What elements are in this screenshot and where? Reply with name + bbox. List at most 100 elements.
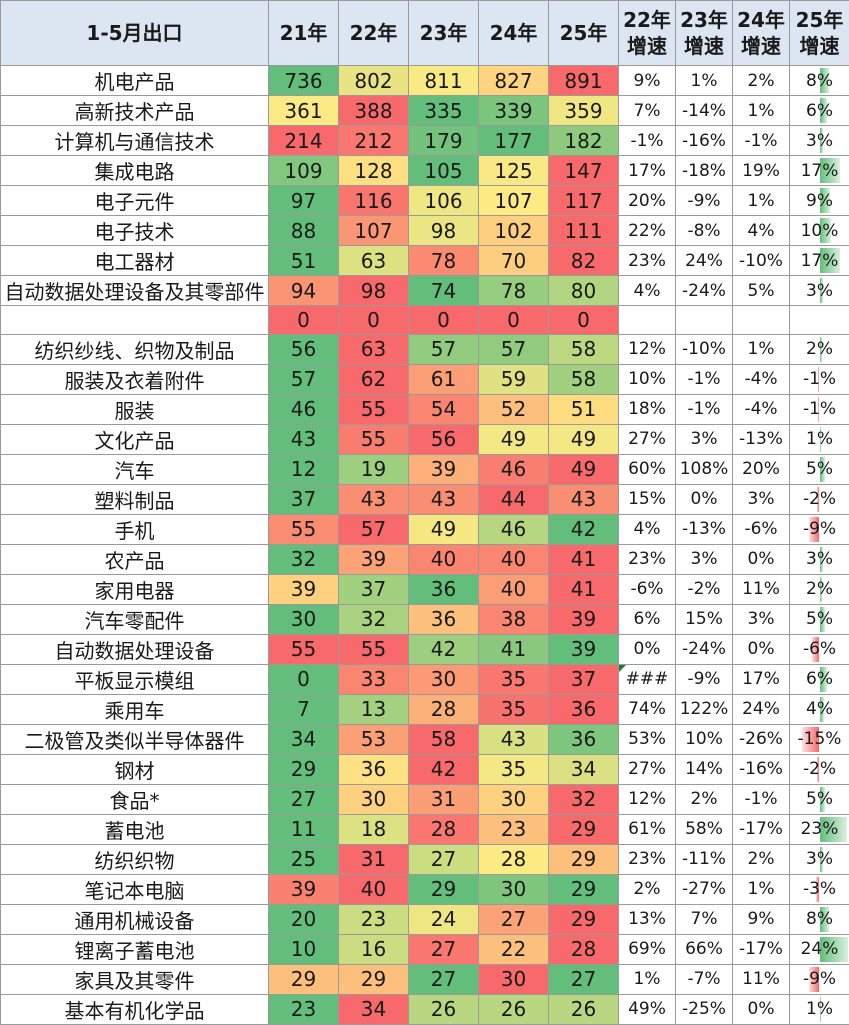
growth-value: -15%	[798, 729, 842, 749]
value-cell: 102	[479, 216, 549, 246]
value-cell: 57	[479, 334, 549, 364]
value-cell: 827	[479, 66, 549, 96]
row-name: 自动数据处理设备	[1, 634, 269, 664]
row-name: 电子元件	[1, 186, 269, 216]
growth-cell: -10%	[676, 334, 733, 364]
growth-cell: 8%	[790, 904, 849, 934]
value-cell: 30	[409, 664, 479, 694]
growth-cell: 3%	[733, 484, 790, 514]
growth-cell: 5%	[790, 604, 849, 634]
value-cell: 107	[339, 216, 409, 246]
value-cell: 28	[409, 694, 479, 724]
value-cell: 31	[409, 784, 479, 814]
growth-value: -1%	[803, 369, 836, 389]
growth-cell: -6%	[619, 574, 676, 604]
value-cell: 43	[409, 484, 479, 514]
value-cell: 212	[339, 126, 409, 156]
growth-value: 3%	[806, 281, 833, 301]
growth-cell: 20%	[733, 454, 790, 484]
growth-cell: 18%	[619, 394, 676, 424]
growth-cell: -1%	[676, 394, 733, 424]
growth-cell: -1%	[790, 394, 849, 424]
row-name: 食品*	[1, 784, 269, 814]
value-cell: 88	[269, 216, 339, 246]
value-cell: 29	[269, 964, 339, 994]
growth-cell: 60%	[619, 454, 676, 484]
row-name: 高新技术产品	[1, 96, 269, 126]
value-cell: 22	[479, 934, 549, 964]
value-cell: 30	[269, 604, 339, 634]
value-cell: 54	[409, 394, 479, 424]
value-cell: 29	[549, 814, 619, 844]
growth-cell: -4%	[733, 394, 790, 424]
growth-value: 6%	[806, 669, 833, 689]
growth-cell: -17%	[733, 934, 790, 964]
growth-cell: 3%	[790, 126, 849, 156]
growth-cell: 10%	[619, 364, 676, 394]
value-cell: 0	[409, 306, 479, 335]
value-cell: 20	[269, 904, 339, 934]
value-cell: 58	[549, 364, 619, 394]
value-cell: 39	[409, 454, 479, 484]
value-cell: 55	[269, 514, 339, 544]
header-year: 25年	[549, 1, 619, 66]
header-growth-year: 23年	[676, 7, 732, 33]
header-growth-label: 增速	[676, 33, 732, 59]
growth-cell: 0%	[733, 994, 790, 1024]
growth-cell: -13%	[676, 514, 733, 544]
header-growth: 25年增速	[790, 1, 849, 66]
value-cell: 29	[409, 874, 479, 904]
growth-cell: -9%	[790, 964, 849, 994]
growth-cell: 24%	[790, 934, 849, 964]
value-cell: 28	[549, 934, 619, 964]
row-name: 纺织纱线、织物及制品	[1, 334, 269, 364]
growth-cell: 17%	[619, 156, 676, 186]
growth-value: 17%	[801, 161, 839, 181]
value-cell: 214	[269, 126, 339, 156]
value-cell: 36	[549, 694, 619, 724]
growth-value: 24%	[801, 939, 839, 959]
row-name: 二极管及类似半导体器件	[1, 724, 269, 754]
growth-cell: -16%	[676, 126, 733, 156]
growth-cell: ###	[619, 664, 676, 694]
growth-cell: 10%	[676, 724, 733, 754]
value-cell: 125	[479, 156, 549, 186]
value-cell: 27	[409, 844, 479, 874]
value-cell: 52	[479, 394, 549, 424]
growth-cell: 2%	[676, 784, 733, 814]
header-growth-year: 24年	[733, 7, 789, 33]
growth-cell: 24%	[676, 246, 733, 276]
value-cell: 23	[269, 994, 339, 1024]
row-name: 汽车零配件	[1, 604, 269, 634]
value-cell: 12	[269, 454, 339, 484]
value-cell: 27	[269, 784, 339, 814]
value-cell: 78	[409, 246, 479, 276]
growth-cell: 4%	[619, 276, 676, 306]
value-cell: 339	[479, 96, 549, 126]
row-name: 纺织织物	[1, 844, 269, 874]
row-name: 钢材	[1, 754, 269, 784]
value-cell: 7	[269, 694, 339, 724]
growth-cell: 27%	[619, 424, 676, 454]
header-row: 1-5月出口 21年 22年 23年 24年 25年 22年增速 23年增速 2…	[1, 1, 849, 66]
header-year: 21年	[269, 1, 339, 66]
growth-cell: -9%	[676, 186, 733, 216]
row-name: 汽车	[1, 454, 269, 484]
value-cell: 179	[409, 126, 479, 156]
value-cell: 27	[409, 934, 479, 964]
header-growth-year: 25年	[790, 7, 849, 33]
growth-cell: -14%	[676, 96, 733, 126]
growth-cell: 9%	[733, 904, 790, 934]
growth-cell: -15%	[790, 724, 849, 754]
growth-cell: 66%	[676, 934, 733, 964]
growth-cell: 1%	[733, 186, 790, 216]
value-cell: 26	[409, 994, 479, 1024]
value-cell: 59	[479, 364, 549, 394]
